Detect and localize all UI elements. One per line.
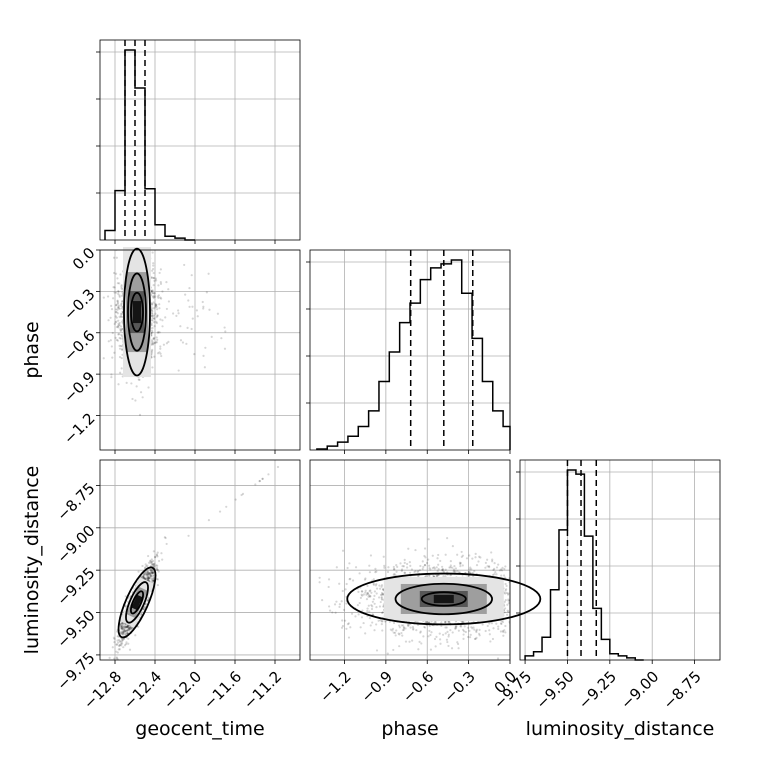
scatter-points-phase-geocent-time xyxy=(102,250,227,416)
scatter-points-luminosity-distance-geocent-time xyxy=(108,465,280,660)
x-tick-label-phase: −0.6 xyxy=(399,668,437,706)
contour-luminosity-distance-phase xyxy=(420,591,467,607)
panel-frame-0-0 xyxy=(99,39,301,241)
x-tick-label-phase: −1.2 xyxy=(316,668,354,706)
x-axis-label-phase: phase xyxy=(381,718,438,740)
contour-phase-geocent-time xyxy=(130,291,144,333)
y-tick-label-luminosity_distance: −8.75 xyxy=(53,479,98,524)
contour-luminosity-distance-geocent-time xyxy=(117,566,157,639)
x-tick-label-phase: −0.3 xyxy=(440,668,478,706)
x-tick-label-geocent_time: −12.0 xyxy=(160,668,205,713)
x-axis-label-geocent-time: geocent_time xyxy=(135,718,264,740)
y-axis-label-luminosity-distance: luminosity_distance xyxy=(21,466,43,655)
x-tick-label-geocent_time: −11.6 xyxy=(200,668,245,713)
histogram-phase xyxy=(316,259,511,450)
x-tick-label-geocent_time: −12.8 xyxy=(80,668,125,713)
panel-frame-2-1 xyxy=(309,459,511,661)
x-tick-label-luminosity_distance: −9.00 xyxy=(617,668,662,713)
y-tick-label-phase: −0.9 xyxy=(60,368,98,406)
contour-luminosity-distance-phase xyxy=(394,582,493,616)
panel-frame-1-1 xyxy=(309,249,511,451)
y-tick-label-phase: 0.0 xyxy=(69,244,99,274)
x-tick-label-phase: −0.9 xyxy=(358,668,396,706)
x-tick-label-luminosity_distance: −9.25 xyxy=(575,668,620,713)
histogram-geocent_time xyxy=(104,49,195,241)
frames-layer xyxy=(99,39,721,661)
histogram-luminosity_distance xyxy=(524,469,644,661)
scatter-layer xyxy=(102,250,510,660)
panel-frame-2-2 xyxy=(519,459,721,661)
marks-layer xyxy=(104,40,644,661)
contour-phase-geocent-time xyxy=(127,272,147,352)
x-tick-label-geocent_time: −12.4 xyxy=(120,668,165,713)
contour-luminosity-distance-phase xyxy=(346,572,542,626)
contour-luminosity-distance-geocent-time xyxy=(130,590,144,615)
contour-luminosity-distance-geocent-time xyxy=(125,581,149,624)
x-tick-label-geocent_time: −11.2 xyxy=(240,668,285,713)
y-tick-label-phase: −0.6 xyxy=(60,327,98,365)
x-axis-label-luminosity-distance: luminosity_distance xyxy=(526,718,715,740)
y-axis-label-phase: phase xyxy=(21,321,43,378)
y-tick-label-luminosity_distance: −9.25 xyxy=(53,564,98,609)
contour-phase-geocent-time xyxy=(123,247,151,377)
y-tick-label-luminosity_distance: −9.00 xyxy=(53,522,98,567)
y-tick-label-luminosity_distance: −9.50 xyxy=(53,606,98,651)
y-tick-label-phase: −1.2 xyxy=(60,409,98,447)
x-tick-label-luminosity_distance: −9.50 xyxy=(532,668,577,713)
panel-frame-2-0 xyxy=(99,459,301,661)
x-tick-label-luminosity_distance: −8.75 xyxy=(660,668,705,713)
y-tick-label-phase: −0.3 xyxy=(60,285,98,323)
panel-frame-1-0 xyxy=(99,249,301,451)
